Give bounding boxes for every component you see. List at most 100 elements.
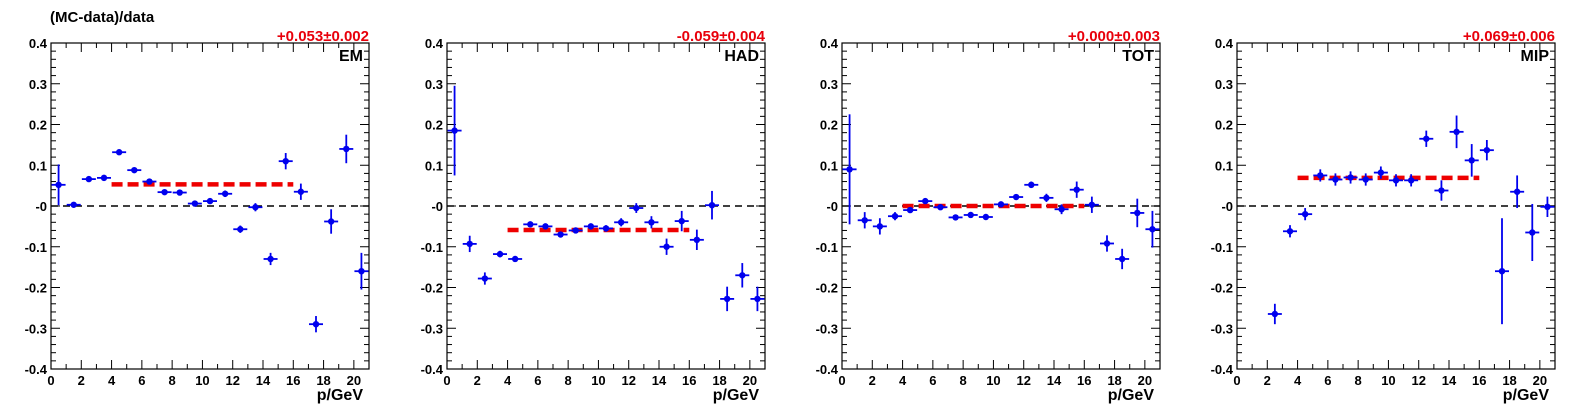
y-tick-label: 0.3 — [425, 77, 443, 92]
y-tick-label: 0.1 — [425, 158, 443, 173]
y-tick-label: -0.1 — [421, 240, 443, 255]
marker — [327, 218, 335, 225]
data-point — [1298, 208, 1313, 221]
marker — [1529, 229, 1536, 236]
marker — [678, 217, 685, 225]
marker — [297, 188, 305, 195]
y-tick-label: 0.3 — [1215, 77, 1233, 92]
x-axis-label: p/GeV — [1503, 387, 1550, 404]
marker — [937, 204, 944, 211]
marker — [1286, 228, 1294, 235]
data-point — [493, 250, 507, 258]
x-tick-label: 6 — [1324, 373, 1331, 388]
x-tick-label: 16 — [1077, 373, 1091, 388]
marker — [754, 295, 761, 303]
marker — [146, 178, 153, 185]
y-tick-label: -0.2 — [1211, 281, 1233, 296]
data-point — [1404, 174, 1419, 187]
marker — [55, 181, 62, 189]
y-tick-label: -0.3 — [421, 321, 443, 336]
marker — [1483, 146, 1491, 154]
panel-label: EM — [339, 48, 363, 65]
marker — [663, 243, 670, 250]
data-point — [112, 149, 127, 156]
marker — [1453, 128, 1460, 136]
marker — [1544, 203, 1551, 211]
x-tick-label: 18 — [712, 373, 726, 388]
figure-ylabel: (MC-data)/data — [50, 9, 155, 26]
x-tick-label: 8 — [565, 373, 572, 388]
data-point — [963, 211, 978, 219]
x-tick-label: 14 — [256, 373, 271, 388]
marker — [1347, 174, 1354, 181]
marker — [1407, 177, 1415, 184]
marker — [1468, 157, 1475, 164]
data-point — [1464, 144, 1479, 177]
x-tick-label: 18 — [1107, 373, 1121, 388]
x-tick-label: 4 — [1294, 373, 1302, 388]
data-point — [339, 134, 354, 164]
data-point — [1084, 196, 1099, 213]
x-tick-label: 12 — [1016, 373, 1030, 388]
x-tick-label: 8 — [1355, 373, 1362, 388]
y-tick-label: -0 — [35, 199, 47, 214]
data-point — [994, 201, 1008, 208]
y-tick-label: -0.1 — [816, 240, 838, 255]
marker — [648, 219, 655, 226]
data-point — [157, 188, 172, 196]
x-tick-label: 10 — [1381, 373, 1395, 388]
x-tick-label: 20 — [1138, 373, 1152, 388]
x-tick-label: 20 — [1533, 373, 1547, 388]
marker — [161, 188, 168, 196]
x-tick-label: 4 — [899, 373, 907, 388]
data-point — [203, 197, 217, 205]
x-tick-label: 0 — [47, 373, 54, 388]
x-tick-label: 14 — [652, 373, 667, 388]
data-point — [888, 212, 902, 221]
data-point — [1343, 171, 1358, 184]
data-point — [948, 214, 963, 221]
data-point — [705, 190, 719, 220]
data-point — [629, 203, 644, 213]
marker — [358, 268, 365, 275]
x-axis-label: p/GeV — [1108, 387, 1155, 404]
marker — [1149, 226, 1156, 233]
x-tick-label: 2 — [474, 373, 481, 388]
x-tick-label: 10 — [591, 373, 605, 388]
data-point — [674, 210, 689, 232]
panel-mip: 0 2 4 6 8 10 12 14 16 18 20 -0.4 -0.3 -0.2 -0.1 -0 0.1 0.… — [1211, 28, 1556, 404]
data-point — [324, 209, 339, 234]
data-point — [1009, 193, 1024, 201]
x-tick-label: 12 — [1411, 373, 1425, 388]
data-point — [659, 238, 674, 255]
data-point — [51, 164, 66, 206]
marker — [876, 223, 884, 230]
x-tick-label: 2 — [1264, 373, 1271, 388]
marker — [572, 227, 579, 234]
x-tick-label: 16 — [286, 373, 300, 388]
data-point — [1313, 169, 1328, 182]
data-point — [720, 286, 735, 312]
data-point — [218, 190, 233, 198]
x-tick-label: 2 — [78, 373, 85, 388]
marker — [1301, 210, 1309, 218]
marker — [617, 219, 625, 226]
x-tick-label: 12 — [225, 373, 239, 388]
marker — [982, 213, 990, 221]
data-point — [1510, 175, 1525, 209]
data-point — [278, 153, 293, 170]
data-point — [1039, 193, 1054, 202]
y-tick-label: -0.4 — [25, 362, 48, 377]
y-tick-label: -0 — [1221, 199, 1233, 214]
y-tick-label: -0.4 — [816, 362, 839, 377]
x-tick-label: 6 — [138, 373, 145, 388]
data-point — [354, 252, 369, 290]
panel-tot: 0 2 4 6 8 10 12 14 16 18 20 -0.4 -0.3 -0.2 -0.1 -0 0.1 0.… — [816, 28, 1161, 404]
data-point — [142, 178, 157, 185]
data-point — [1389, 174, 1403, 187]
data-point — [842, 114, 857, 225]
data-point — [1130, 198, 1145, 228]
marker — [739, 272, 746, 279]
data-point — [81, 175, 96, 183]
